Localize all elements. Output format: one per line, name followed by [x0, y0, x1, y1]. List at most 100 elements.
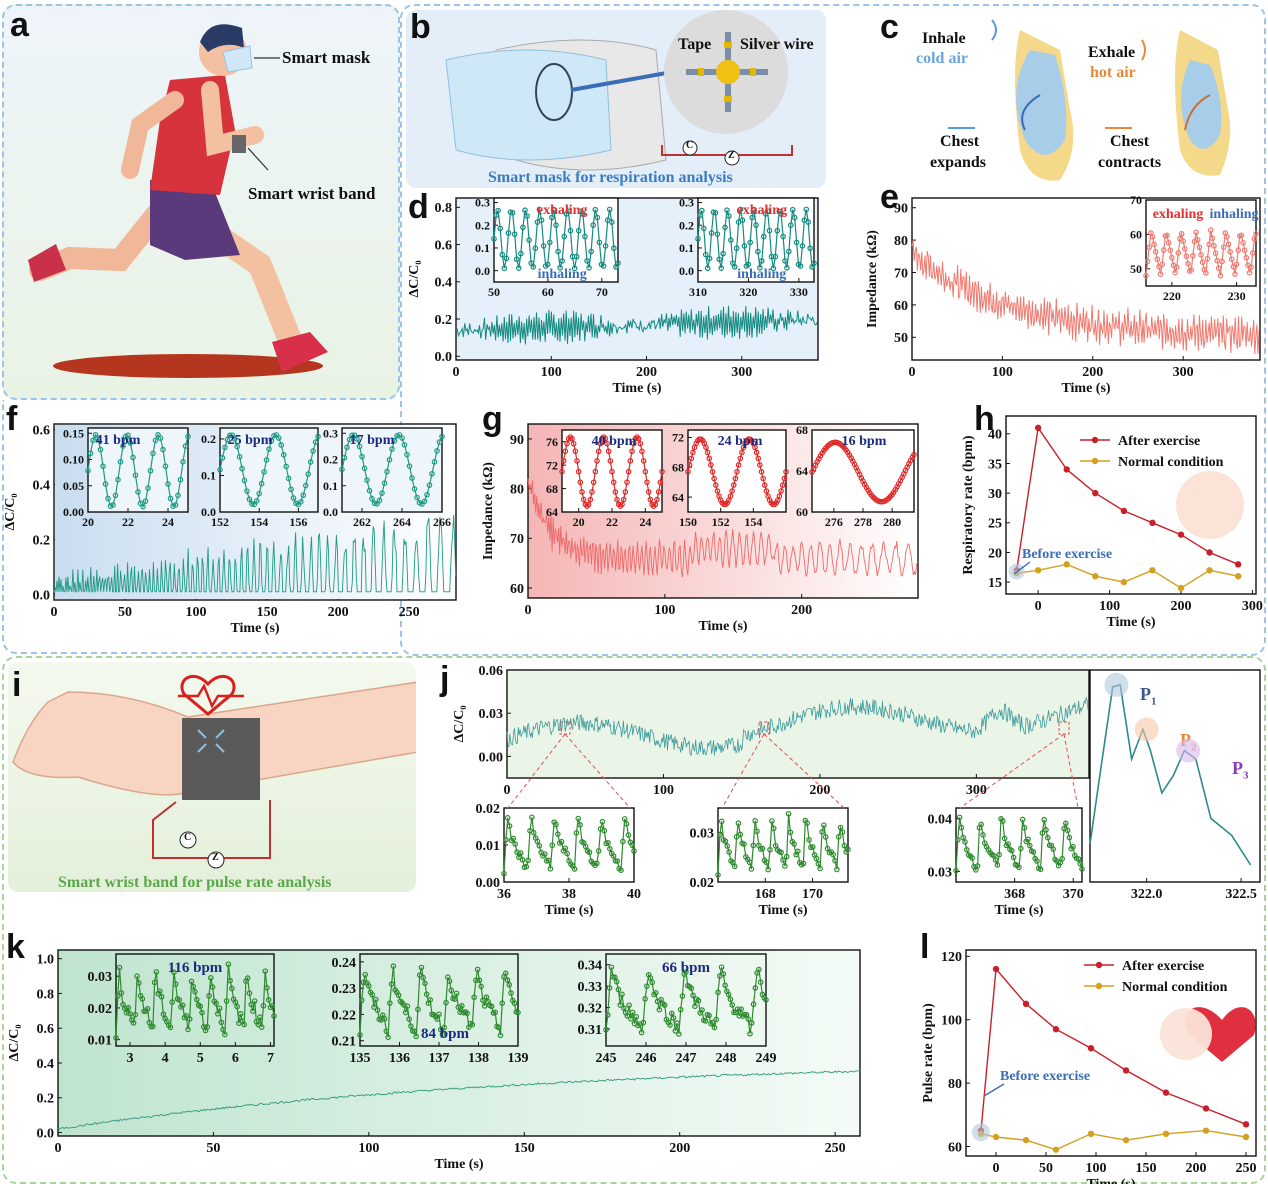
g-inset-3-ytick-label: 60: [796, 505, 808, 519]
j-ytick-label: 0.06: [479, 664, 504, 679]
k-inset-3-line-marker: [711, 1024, 718, 1031]
f-inset-1-line-marker: [150, 450, 156, 457]
e-inset-line-marker: [1212, 250, 1219, 257]
d-inset-2-line-marker: [807, 245, 813, 252]
k-inset-2-line-marker: [357, 1032, 363, 1038]
j-zoom-2-line-marker: [817, 865, 823, 872]
g-ytick-label: 70: [510, 532, 524, 547]
k-inset-2-line-marker: [374, 1007, 381, 1013]
f-inset-3-line-marker: [366, 487, 373, 494]
d-inset-2-line-marker: [749, 214, 755, 221]
f-inset-3-line-marker: [379, 490, 385, 496]
d-inset-2-line-marker: [708, 230, 715, 236]
panel-c-label: c: [880, 8, 899, 46]
g-inset-2-line-marker: [776, 493, 783, 499]
f-inset-1-line-marker: [152, 437, 159, 444]
g-inset-1-xtick-label: 22: [606, 515, 618, 529]
k-inset-1-line-marker: [186, 1016, 193, 1022]
f-inset-2-line-marker: [305, 471, 312, 477]
g-inset-1-xtick-label: 20: [573, 515, 585, 529]
g-inset-1-line-marker: [614, 496, 620, 503]
h-series-2-point: [1092, 573, 1099, 580]
e-inset-line-marker: [1149, 233, 1156, 240]
heart-icon: [180, 674, 236, 716]
k-inset-3-line-marker: [722, 982, 728, 989]
j-zoom-2-line-marker: [718, 818, 725, 825]
chest-contracts-label-2: contracts: [1098, 154, 1162, 171]
j-zoom-1-line-marker: [553, 821, 559, 828]
k-inset-1-line-marker: [144, 1006, 151, 1012]
g-inset-2-line-marker: [763, 488, 770, 494]
f-xtick-label: 150: [257, 605, 278, 620]
j-zoom-3-connector: [1063, 733, 1079, 809]
d-inset-1-line-marker: [559, 258, 566, 264]
k-inset-2-line-marker: [459, 1002, 465, 1009]
d-inset-2-line-marker: [712, 209, 719, 216]
g-inset-1-line-marker: [605, 448, 612, 455]
f-inset-2-line-marker: [307, 459, 314, 465]
l-xtick-label: 50: [1039, 1161, 1053, 1176]
f-inset-2-line-marker: [280, 452, 287, 458]
g-inset-3-xtick-label: 280: [883, 515, 901, 529]
g-inset-2-ytick-label: 64: [672, 490, 684, 504]
j-zoom-2-line-marker: [821, 822, 827, 829]
e-inset-line-marker: [1198, 251, 1204, 258]
g-inset-1-line-marker: [624, 479, 630, 486]
j-zoom-2-line-marker: [750, 842, 757, 849]
f-ytick-label: 0.2: [33, 533, 51, 548]
k-inset-1-line-marker: [204, 1024, 211, 1030]
j-zoom-2-line-marker: [795, 848, 801, 855]
f-inset-2-line-marker: [268, 437, 275, 444]
j-zoom-1-line-marker: [534, 838, 541, 845]
d-inset-2-line-marker: [797, 263, 804, 269]
h-series-1-point: [1234, 561, 1242, 568]
d-inset-1-line-marker: [602, 243, 609, 249]
g-ylabel: Impedance (kΩ): [481, 462, 496, 560]
d-inset-2-line-marker: [758, 258, 765, 264]
d-inset-2-line-marker: [739, 217, 746, 223]
e-inset-line-marker: [1190, 252, 1196, 259]
h-series-2-point: [1206, 567, 1213, 574]
k-inset-1-line-marker: [167, 1024, 174, 1031]
d-inset-2-line-marker: [706, 255, 713, 262]
l-xtick-label: 0: [993, 1161, 1000, 1176]
f-inset-2-line-marker: [283, 463, 289, 470]
k-inset-3-line-marker: [640, 1019, 647, 1026]
k-xtick-label: 0: [55, 1141, 62, 1156]
d-inset-2-line-marker: [799, 243, 806, 249]
panel-f-label: f: [6, 400, 18, 438]
g-inset-1-line-marker: [579, 489, 585, 495]
l-legend-label: Normal condition: [1122, 980, 1228, 995]
d-inset-1-line-marker: [505, 230, 512, 236]
j-zoom-3-line-marker: [1005, 841, 1012, 847]
g-inset-1-line-marker: [575, 468, 582, 475]
j-zoom-1-line-marker: [501, 870, 507, 877]
k-inset-2-rate: 84 bpm: [421, 1026, 469, 1042]
j-zoom-2-line-marker: [835, 833, 842, 840]
j-zoom-3-line-marker: [996, 851, 1003, 858]
f-inset-1-line-marker: [157, 435, 164, 441]
k-inset-1-line-marker: [229, 985, 235, 992]
d-inset-1-line-marker: [596, 239, 603, 246]
d-inset-2-frame: [697, 197, 815, 283]
g-inset-3-line-marker: [911, 451, 917, 458]
k-inset-2-ytick-label: 0.21: [332, 1035, 357, 1050]
f-inset-1-line-marker: [115, 476, 121, 483]
j-zoom-1-line-marker: [629, 842, 635, 848]
k-ytick-label: 0.4: [37, 1057, 55, 1072]
panel-i-label: i: [12, 666, 22, 704]
f-inset-1-line-marker: [185, 433, 191, 440]
g-inset-1-line-marker: [639, 448, 645, 455]
h-legend-marker: [1091, 457, 1099, 465]
k-inset-2-line-marker: [480, 997, 486, 1004]
f-inset-1-line-marker: [127, 440, 134, 446]
e-inset-line-marker: [1211, 242, 1217, 249]
k-inset-2-line-marker: [390, 963, 397, 969]
k-inset-3-line-marker: [619, 991, 625, 998]
f-inset-3-rate: 17 bpm: [350, 433, 395, 448]
f-frame: [53, 423, 457, 601]
e-inset-line-marker: [1160, 247, 1167, 253]
j-zoom-1-xlabel: Time (s): [544, 903, 593, 918]
d-inset-2-xtick-label: 330: [790, 285, 808, 299]
k-inset-2-line-marker: [388, 981, 395, 987]
